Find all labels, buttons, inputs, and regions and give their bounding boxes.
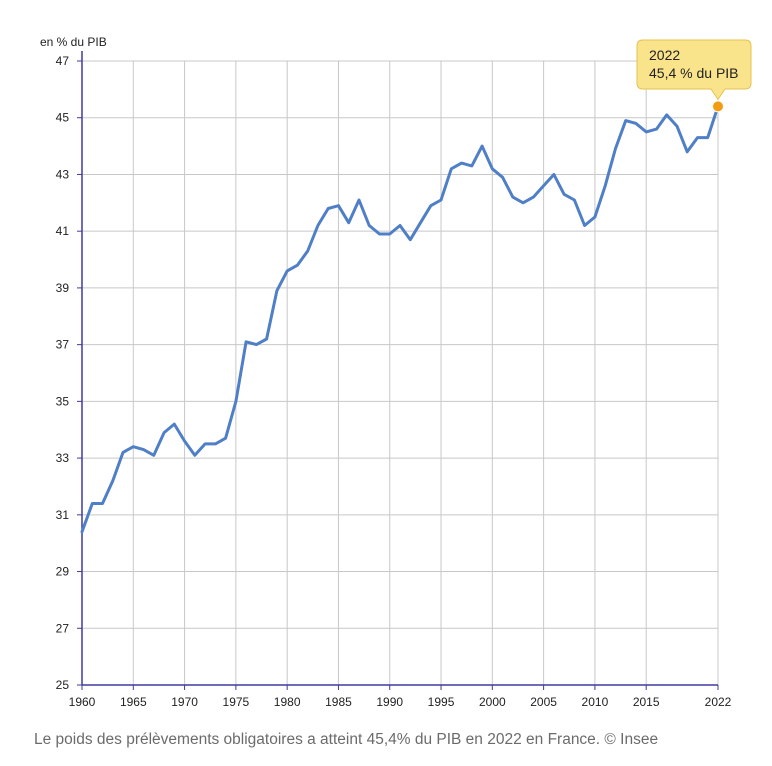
- tooltip: 2022 45,4 % du PIB: [636, 39, 752, 101]
- highlight-point: [712, 100, 724, 113]
- x-tick-label: 1965: [120, 695, 147, 709]
- x-tick-label: 2005: [530, 695, 557, 709]
- tick-labels: 25 27 29 31 33 35 37 39 41 43 45 47 1960 1965 1970 1975…: [56, 54, 732, 709]
- y-tick-label: 31: [56, 508, 70, 522]
- x-tick-label: 2015: [633, 695, 660, 709]
- x-tick-label: 1995: [428, 695, 455, 709]
- y-tick-label: 29: [56, 565, 70, 579]
- tooltip-year: 2022: [649, 47, 680, 63]
- y-tick-label: 37: [56, 338, 70, 352]
- x-tick-label: 2010: [582, 695, 609, 709]
- y-tick-label: 41: [56, 224, 70, 238]
- x-tick-label: 1990: [376, 695, 403, 709]
- y-tick-label: 47: [56, 54, 70, 68]
- series-line: [80, 104, 720, 534]
- series-layer: [80, 100, 724, 534]
- x-tick-label: 1980: [274, 695, 301, 709]
- x-tick-label: 1975: [223, 695, 250, 709]
- y-tick-label: 43: [56, 167, 70, 181]
- y-tick-label: 27: [56, 621, 70, 635]
- y-tick-label: 39: [56, 281, 70, 295]
- x-tick-label: 1970: [171, 695, 198, 709]
- x-tick-label: 2000: [479, 695, 506, 709]
- x-tick-label: 2022: [705, 695, 732, 709]
- y-tick-label: 35: [56, 394, 70, 408]
- chart-caption: Le poids des prélèvements obligatoires a…: [34, 731, 659, 748]
- grid: [82, 60, 719, 685]
- y-axis-label: en % du PIB: [40, 35, 107, 49]
- x-tick-label: 1985: [325, 695, 352, 709]
- axes: [77, 51, 719, 690]
- y-tick-label: 45: [56, 111, 70, 125]
- tooltip-value: 45,4 % du PIB: [649, 65, 739, 81]
- tooltip-box: [636, 39, 752, 101]
- y-tick-label: 33: [56, 451, 70, 465]
- y-tick-label: 25: [56, 678, 70, 692]
- x-tick-label: 1960: [69, 695, 96, 709]
